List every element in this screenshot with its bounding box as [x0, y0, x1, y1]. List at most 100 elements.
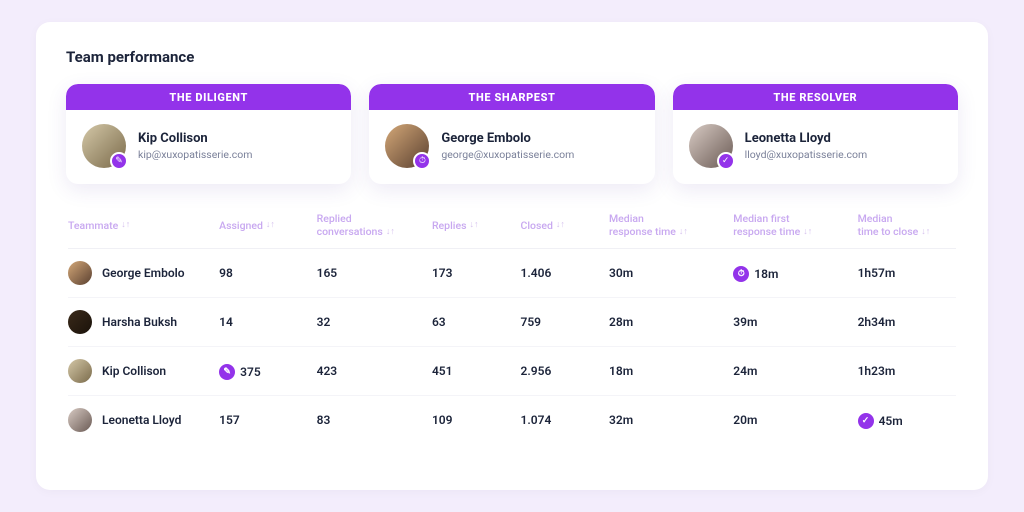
cell: 18m: [609, 364, 725, 378]
badge-card: THE SHARPEST ⏱ George Embolo george@xuxo…: [369, 84, 654, 184]
badge-label: THE RESOLVER: [673, 84, 958, 110]
column-label: Mediantime to close: [858, 212, 919, 238]
cell: 759: [520, 315, 601, 329]
highlight-cell: ✎ 375: [219, 364, 261, 380]
avatar-image: [68, 359, 92, 383]
cell-teammate[interactable]: Leonetta Lloyd: [68, 408, 211, 432]
column-label: Assigned: [219, 219, 263, 232]
badge-email: kip@xuxopatisserie.com: [138, 148, 252, 161]
cell: 173: [432, 266, 513, 280]
cell: 109: [432, 413, 513, 427]
badge-label: THE DILIGENT: [66, 84, 351, 110]
cell-teammate[interactable]: Harsha Buksh: [68, 310, 211, 334]
column-label: Repliedconversations: [317, 212, 383, 238]
badge-text: Kip Collison kip@xuxopatisserie.com: [138, 131, 252, 161]
badge-name: Leonetta Lloyd: [745, 131, 868, 146]
cell: 451: [432, 364, 513, 378]
badge-card: THE RESOLVER ✓ Leonetta Lloyd lloyd@xuxo…: [673, 84, 958, 184]
badge-name: George Embolo: [441, 131, 574, 146]
badge-text: Leonetta Lloyd lloyd@xuxopatisserie.com: [745, 131, 868, 161]
column-header[interactable]: Teammate↓↑: [68, 219, 211, 232]
sort-icon: ↓↑: [121, 220, 130, 231]
cell: 1h23m: [858, 364, 956, 378]
sort-icon: ↓↑: [556, 220, 565, 231]
sort-icon: ↓↑: [266, 220, 275, 231]
badge-text: George Embolo george@xuxopatisserie.com: [441, 131, 574, 161]
column-label: Closed: [520, 219, 552, 232]
column-label: Median firstresponse time: [733, 212, 800, 238]
sort-icon: ↓↑: [679, 227, 688, 238]
highlight-cell: ⏱ 18m: [733, 266, 778, 282]
avatar: ⏱: [385, 124, 429, 168]
highlight-icon: ✓: [858, 413, 874, 429]
cell: 39m: [733, 315, 849, 329]
cell: ✓ 45m: [858, 412, 956, 429]
badge-icon: ⏱: [413, 152, 431, 170]
cell: 165: [317, 266, 424, 280]
cell-value: 375: [240, 365, 261, 379]
cell: 63: [432, 315, 513, 329]
table-row: Kip Collison ✎ 375 423 451 2.956 18m 24m 1h23…: [68, 347, 956, 396]
avatar-image: [68, 310, 92, 334]
cell: 98: [219, 266, 308, 280]
sort-icon: ↓↑: [386, 227, 395, 238]
badge-body: ✎ Kip Collison kip@xuxopatisserie.com: [66, 110, 351, 184]
sort-icon: ↓↑: [803, 227, 812, 238]
badge-body: ✓ Leonetta Lloyd lloyd@xuxopatisserie.co…: [673, 110, 958, 184]
column-header[interactable]: Mediantime to close↓↑: [858, 212, 956, 238]
badge-icon: ✓: [717, 152, 735, 170]
highlight-icon: ⏱: [733, 266, 749, 282]
column-header[interactable]: Replies↓↑: [432, 219, 513, 232]
cell: 2.956: [520, 364, 601, 378]
table-header-row: Teammate↓↑Assigned↓↑Repliedconversations…: [68, 204, 956, 249]
teammate-name: Kip Collison: [102, 364, 166, 378]
cell: 32: [317, 315, 424, 329]
column-header[interactable]: Medianresponse time↓↑: [609, 212, 725, 238]
badge-body: ⏱ George Embolo george@xuxopatisserie.co…: [369, 110, 654, 184]
avatar: ✓: [689, 124, 733, 168]
column-header[interactable]: Assigned↓↑: [219, 219, 308, 232]
highlight-icon: ✎: [219, 364, 235, 380]
dashboard-card: Team performance THE DILIGENT ✎ Kip Coll…: [36, 22, 988, 490]
teammate-name: Leonetta Lloyd: [102, 413, 181, 427]
cell: 83: [317, 413, 424, 427]
teammate-name: Harsha Buksh: [102, 315, 177, 329]
cell: ✎ 375: [219, 363, 308, 380]
cell: 423: [317, 364, 424, 378]
badge-icon: ✎: [110, 152, 128, 170]
cell: 1.406: [520, 266, 601, 280]
cell: 24m: [733, 364, 849, 378]
badges-row: THE DILIGENT ✎ Kip Collison kip@xuxopati…: [66, 84, 958, 184]
badge-label: THE SHARPEST: [369, 84, 654, 110]
cell-teammate[interactable]: George Embolo: [68, 261, 211, 285]
cell: 1h57m: [858, 266, 956, 280]
cell: ⏱ 18m: [733, 265, 849, 282]
cell: 30m: [609, 266, 725, 280]
cell-value: 45m: [879, 414, 903, 428]
cell-teammate[interactable]: Kip Collison: [68, 359, 211, 383]
cell: 28m: [609, 315, 725, 329]
cell: 32m: [609, 413, 725, 427]
teammate-name: George Embolo: [102, 266, 185, 280]
column-label: Medianresponse time: [609, 212, 676, 238]
badge-email: george@xuxopatisserie.com: [441, 148, 574, 161]
avatar: ✎: [82, 124, 126, 168]
cell: 157: [219, 413, 308, 427]
highlight-cell: ✓ 45m: [858, 413, 903, 429]
avatar-image: [68, 261, 92, 285]
column-header[interactable]: Closed ↓↑: [520, 219, 601, 232]
sort-icon: ↓↑: [921, 227, 930, 238]
table-row: George Embolo 98 165 173 1.406 30m ⏱ 18m 1h57…: [68, 249, 956, 298]
column-label: Teammate: [68, 219, 118, 232]
cell: 2h34m: [858, 315, 956, 329]
avatar-image: [68, 408, 92, 432]
column-header[interactable]: Median firstresponse time↓↑: [733, 212, 849, 238]
table-row: Harsha Buksh14326375928m39m2h34m: [68, 298, 956, 347]
cell: 1.074: [520, 413, 601, 427]
performance-table: Teammate↓↑Assigned↓↑Repliedconversations…: [66, 204, 958, 444]
cell: 20m: [733, 413, 849, 427]
table-row: Leonetta Lloyd 157 83 109 1.074 32m 20m ✓ 45m: [68, 396, 956, 444]
sort-icon: ↓↑: [469, 220, 478, 231]
column-header[interactable]: Repliedconversations↓↑: [317, 212, 424, 238]
badge-card: THE DILIGENT ✎ Kip Collison kip@xuxopati…: [66, 84, 351, 184]
